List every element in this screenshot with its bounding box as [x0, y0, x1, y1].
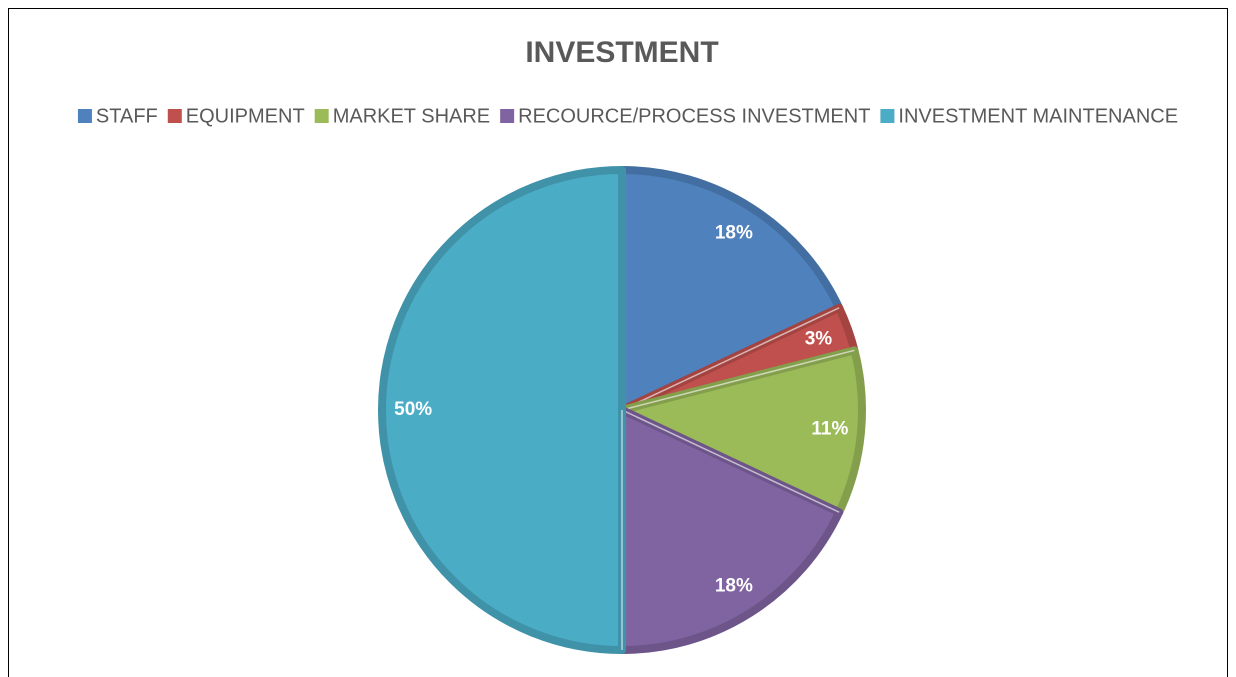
pie-separator — [621, 409, 840, 513]
legend-label: MARKET SHARE — [333, 105, 490, 127]
legend-swatch — [167, 109, 182, 123]
value-label: 3% — [805, 328, 833, 349]
value-label: 50% — [394, 399, 432, 420]
pie-slice — [618, 346, 866, 517]
value-label: 11% — [811, 419, 848, 440]
legend-label: INVESTMENT MAINTENANCE — [898, 105, 1178, 127]
legend-label: RECOURCE/PROCESS INVESTMENT — [518, 105, 870, 127]
legend-swatch — [314, 109, 329, 123]
pie-slice — [618, 166, 844, 414]
legend-label: STAFF — [96, 105, 158, 127]
chart-title: INVESTMENT — [525, 36, 718, 69]
pie-separator — [621, 349, 855, 411]
pie-separator — [621, 307, 840, 411]
pie-slice — [618, 406, 844, 654]
legend-swatch — [77, 109, 92, 123]
legend-swatch — [880, 109, 895, 123]
legend-swatch — [500, 109, 515, 123]
pie-slice — [378, 166, 626, 654]
value-label: 18% — [715, 223, 753, 244]
legend-label: EQUIPMENT — [186, 105, 305, 127]
value-label: 18% — [715, 575, 753, 596]
legend: STAFF EQUIPMENT MARKET SHARE RECOURCE/PROCE… — [77, 105, 1178, 127]
